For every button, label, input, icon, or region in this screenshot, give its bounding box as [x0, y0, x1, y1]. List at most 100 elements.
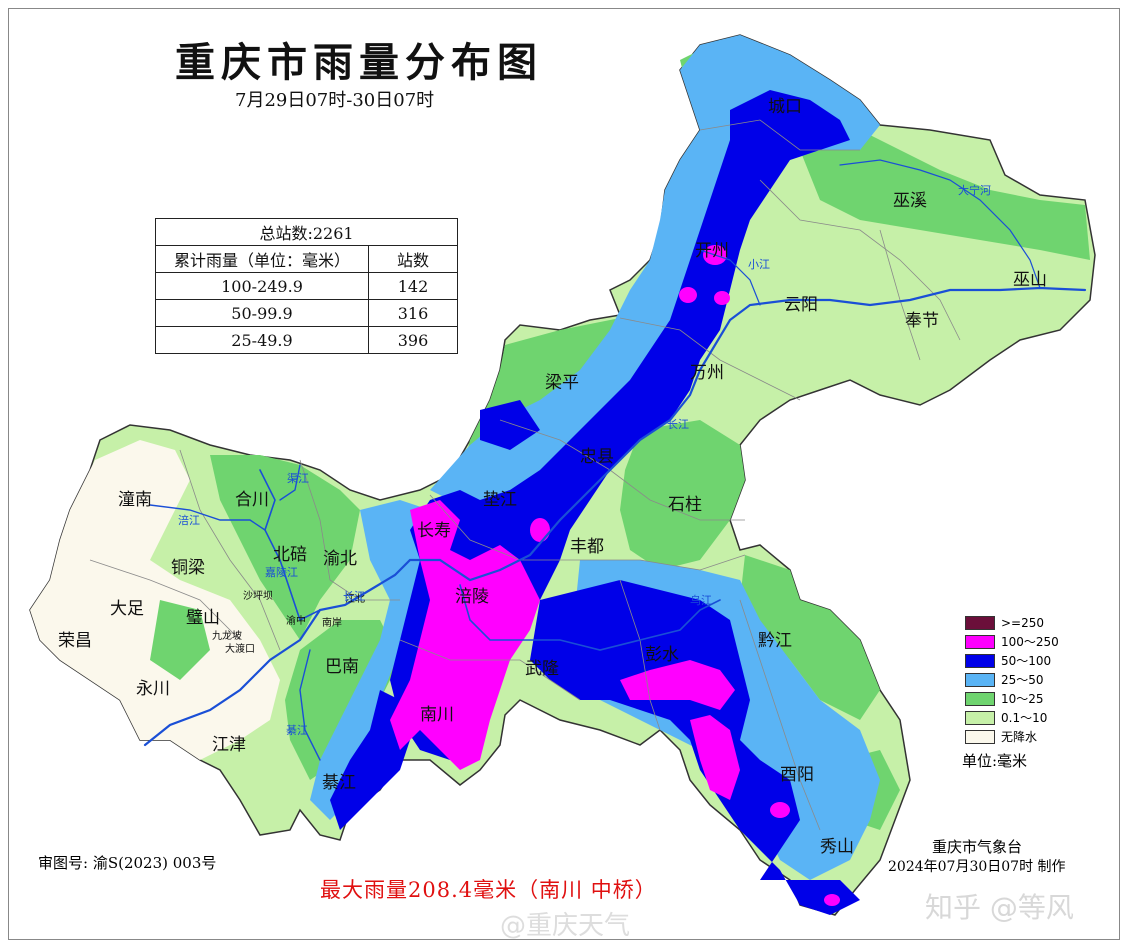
legend-swatch — [965, 615, 995, 630]
river-label-daning: 大宁河 — [958, 184, 991, 197]
zone-100-250 — [770, 802, 790, 818]
place-label-qijiang: 綦江 — [322, 773, 356, 793]
xiao-river — [699, 249, 761, 306]
place-label-bishan: 璧山 — [186, 608, 220, 628]
place-label-yuzhong: 渝中 — [286, 616, 306, 627]
river-label-jialing: 嘉陵江 — [265, 566, 298, 579]
zone-10-25 — [210, 455, 360, 640]
place-label-dianjiang: 垫江 — [483, 490, 517, 510]
river-label-xiaojiang: 小江 — [748, 258, 770, 271]
place-label-tongnan: 潼南 — [118, 490, 152, 510]
place-label-changshou: 长寿 — [417, 521, 451, 541]
zone-10-25 — [150, 600, 210, 680]
place-label-chengkou: 城口 — [768, 97, 802, 117]
place-label-shapingba: 沙坪坝 — [243, 591, 273, 602]
map-title: 重庆市雨量分布图 — [175, 39, 543, 86]
jialing-river — [259, 469, 321, 622]
river-label-qijiang: 綦江 — [286, 724, 308, 737]
place-label-fengjie: 奉节 — [905, 311, 939, 331]
place-label-jiulongpo: 九龙坡 — [212, 631, 242, 642]
legend-swatch — [965, 729, 995, 744]
zone-no-rain — [30, 440, 280, 760]
table-cell-count: 316 — [368, 299, 458, 327]
place-label-youyang: 酉阳 — [780, 765, 814, 785]
district-borders — [89, 119, 961, 831]
place-label-beibei: 北碚 — [273, 545, 307, 565]
legend-swatch — [965, 653, 995, 668]
wu-river — [459, 584, 721, 651]
place-label-wanzhou: 万州 — [690, 363, 724, 383]
place-label-dazu: 大足 — [110, 599, 144, 619]
place-label-dadukou: 大渡口 — [225, 644, 255, 655]
zone-100-250 — [679, 287, 697, 303]
river-label-changjiang: 长江 — [343, 590, 365, 603]
river-label-qujiang: 渠江 — [287, 472, 309, 485]
table-row: 50-99.9 316 — [155, 299, 458, 327]
legend-label: >=250 — [1001, 615, 1045, 630]
zone-100-250 — [390, 500, 540, 770]
table-header-count: 站数 — [368, 245, 458, 273]
table-cell-count: 142 — [368, 272, 458, 300]
zone-10-25 — [620, 420, 745, 570]
qu-river — [279, 464, 301, 501]
zone-100-250 — [824, 894, 840, 906]
place-label-liangping: 梁平 — [545, 373, 579, 393]
qi-river — [299, 649, 321, 761]
map-frame — [8, 8, 1120, 940]
legend-label: 10～25 — [1001, 692, 1044, 706]
legend-swatch — [965, 634, 995, 649]
legend-item: 25～50 — [965, 670, 1059, 689]
zone-10-25 — [740, 555, 880, 720]
approval-number: 审图号: 渝S(2023) 003号 — [38, 854, 217, 872]
legend-item: 0.1～10 — [965, 708, 1059, 727]
place-label-wulong: 武隆 — [525, 659, 559, 679]
daning-river — [839, 159, 1041, 289]
place-label-hechuan: 合川 — [235, 490, 269, 510]
legend-label: 50～100 — [1001, 654, 1052, 668]
zone-100-250 — [690, 715, 740, 800]
fu-river — [149, 504, 266, 531]
place-label-rongchang: 荣昌 — [58, 631, 92, 651]
legend-label: 25～50 — [1001, 673, 1044, 687]
legend-item: 无降水 — [965, 727, 1059, 746]
table-row: 100-249.9 142 — [155, 272, 458, 300]
place-label-wushan: 巫山 — [1013, 270, 1047, 290]
river-label-changjiang: 长江 — [667, 418, 689, 431]
zone-10-25 — [800, 130, 1090, 260]
legend-item: >=250 — [965, 613, 1059, 632]
river-label-fujiang: 涪江 — [178, 514, 200, 527]
production-time: 2024年07月30日07时 制作 — [888, 859, 1066, 875]
table-cell-count: 396 — [368, 326, 458, 354]
legend-swatch — [965, 710, 995, 725]
legend-swatch — [965, 691, 995, 706]
yangtze-river — [143, 286, 1087, 747]
table-cell-range: 100-249.9 — [155, 272, 369, 300]
legend-label: 0.1～10 — [1001, 711, 1048, 725]
legend-unit: 单位:毫米 — [962, 752, 1028, 770]
place-label-yubei: 渝北 — [323, 549, 357, 569]
place-label-xiushan: 秀山 — [820, 837, 854, 857]
legend-item: 100～250 — [965, 632, 1059, 651]
legend-swatch — [965, 672, 995, 687]
legend-item: 10～25 — [965, 689, 1059, 708]
place-label-yunyang: 云阳 — [784, 295, 818, 315]
zone-25-50 — [310, 500, 440, 820]
place-label-banan: 巴南 — [325, 657, 359, 677]
place-label-nanchuan: 南川 — [420, 705, 454, 725]
place-label-jiangbei: 江北 — [345, 594, 365, 605]
zone-100-250 — [714, 291, 730, 305]
zone-50-100 — [330, 690, 410, 830]
river-label-wujiang: 乌江 — [690, 594, 712, 607]
place-label-fengdu: 丰都 — [570, 537, 604, 557]
table-cell-range: 25-49.9 — [155, 326, 369, 354]
station-stats-table: 总站数:2261 累计雨量（单位：毫米） 站数 100-249.9 142 50… — [155, 218, 458, 354]
place-label-tongliang: 铜梁 — [171, 558, 205, 578]
total-stations: 总站数:2261 — [155, 218, 458, 246]
zone-100-250 — [620, 660, 735, 710]
place-label-pengshui: 彭水 — [645, 645, 679, 665]
zone-50-100 — [480, 400, 540, 450]
legend-label: 无降水 — [1001, 730, 1038, 744]
place-label-shizhu: 石柱 — [668, 495, 702, 515]
place-label-nanan: 南岸 — [322, 618, 342, 629]
